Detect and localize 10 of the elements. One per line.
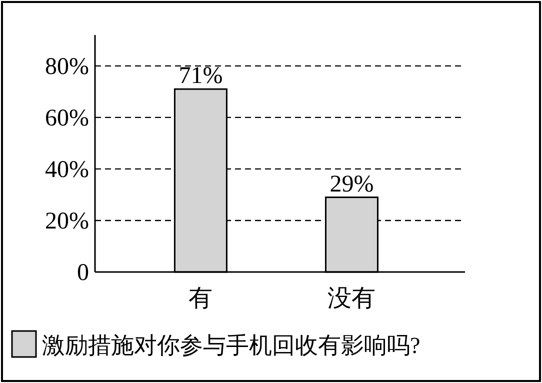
y-tick-label: 0	[77, 260, 89, 286]
y-tick-label: 40%	[45, 156, 89, 183]
legend-label: 激励措施对你参与手机回收有影响吗?	[42, 333, 420, 358]
text: 29%	[330, 171, 374, 198]
y-tick-label: 80%	[45, 54, 89, 80]
x-tick-label: 没有	[328, 286, 376, 312]
text: 71%	[178, 63, 223, 90]
y-tick-label: 20%	[45, 208, 89, 234]
y-tick-label: 60%	[45, 105, 89, 132]
x-tick-label: 有	[188, 286, 213, 312]
